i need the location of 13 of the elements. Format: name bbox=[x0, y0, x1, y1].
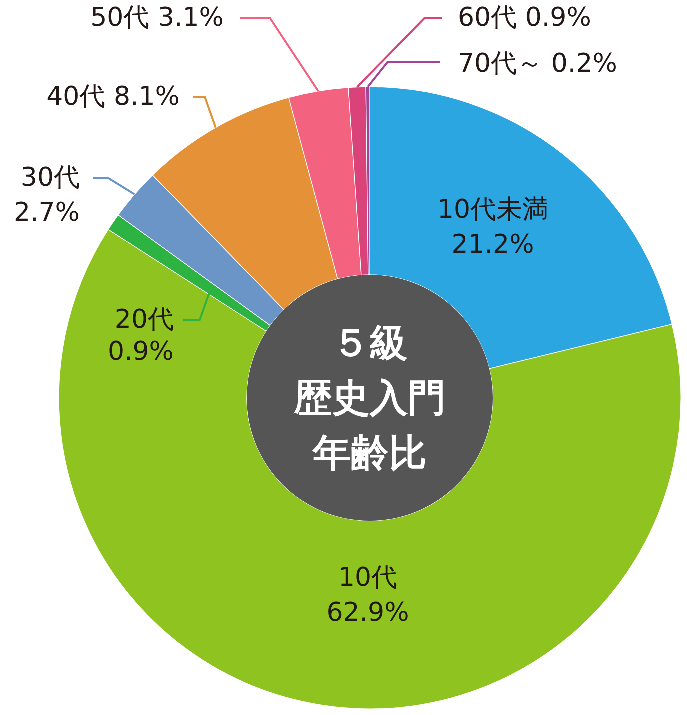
slice-label: 70代～ 0.2% bbox=[458, 49, 618, 79]
data-label: 21.2% bbox=[452, 230, 534, 260]
slice-label: 40代 8.1% bbox=[46, 82, 180, 112]
data-label: 0.9% bbox=[108, 337, 174, 367]
slice-label: 20代 bbox=[114, 305, 174, 335]
slice-label: 50代 3.1% bbox=[90, 3, 224, 33]
slice-label: 10代未満 bbox=[437, 195, 549, 225]
data-label: 2.7% bbox=[14, 198, 80, 228]
data-label: 62.9% bbox=[326, 598, 410, 628]
text: ５級歴史入門年齢比 bbox=[293, 321, 446, 475]
slice-label: 10代 bbox=[338, 563, 398, 593]
slice-label: 30代 bbox=[20, 163, 80, 193]
slice-label: 60代 0.9% bbox=[458, 3, 592, 33]
